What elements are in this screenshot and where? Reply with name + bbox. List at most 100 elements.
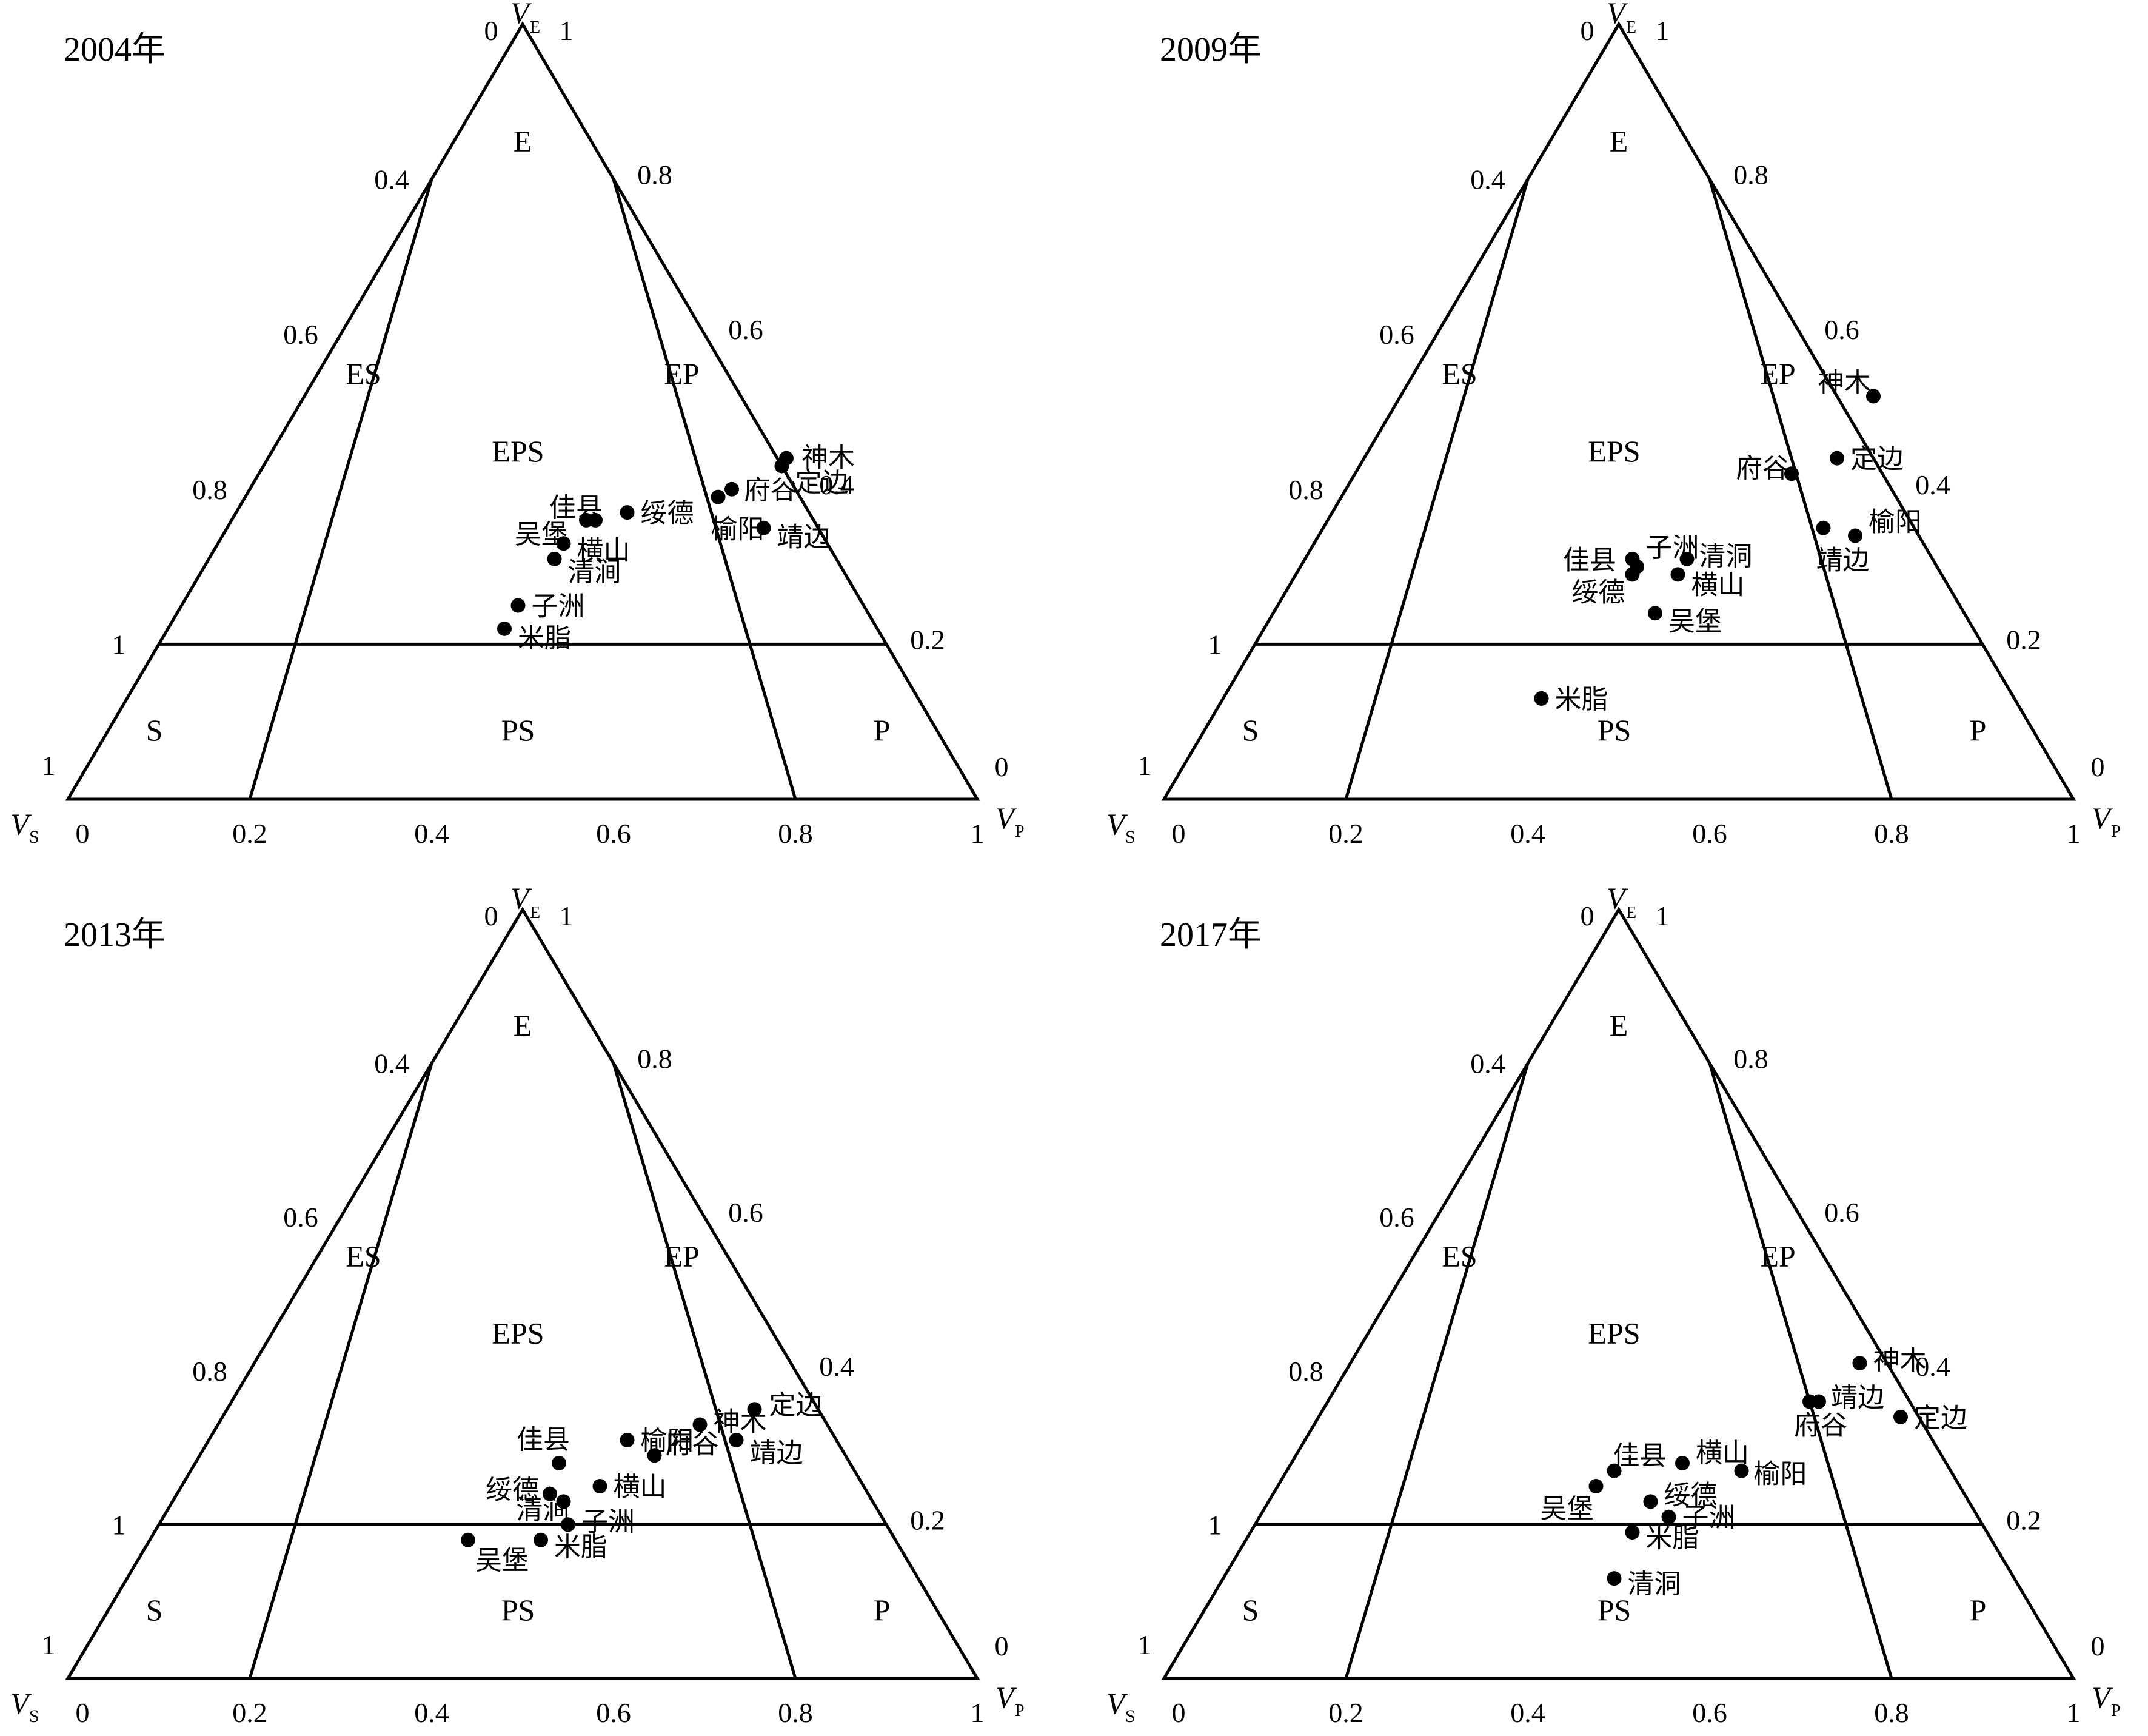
tick-bottom-4: 0.8 <box>1874 1697 1909 1728</box>
tick-bottom-2: 0.4 <box>414 818 449 849</box>
point-0 <box>1852 1356 1867 1371</box>
tick-right-2: 0.6 <box>728 314 763 345</box>
tick-left-3: 0.8 <box>192 1356 227 1387</box>
tick-bottom-0: 0 <box>76 818 90 849</box>
tick-left-4: 1 <box>112 629 126 660</box>
axis-label-vp: V <box>995 1680 1017 1714</box>
point-label-3: 定边 <box>1914 1403 1967 1433</box>
point-label-9: 绥德 <box>1572 577 1625 607</box>
point-10 <box>1625 1525 1640 1540</box>
point-label-8: 佳县 <box>1563 546 1616 575</box>
axis-label-vs-sub: S <box>1125 1706 1136 1726</box>
point-label-0: 神木 <box>1873 1346 1927 1375</box>
axis-label-vp-sub: P <box>2111 1701 2121 1720</box>
point-label-11: 吴堡 <box>475 1546 529 1575</box>
axis-label-vp: V <box>2092 801 2113 835</box>
point-label-1: 定边 <box>795 468 849 497</box>
tick-left-1: 0.4 <box>1470 1048 1505 1079</box>
point-label-6: 佳县 <box>1613 1441 1667 1471</box>
triangle-outline <box>1161 907 2076 1680</box>
boundary-vp-0.8 <box>1708 1062 1893 1680</box>
tick-left-2: 0.6 <box>1379 1202 1414 1233</box>
point-label-5: 佳县 <box>517 1425 570 1455</box>
tick-right-1: 0.8 <box>637 1044 672 1074</box>
region-label-e: E <box>1610 124 1628 158</box>
region-label-s: S <box>1242 1593 1259 1627</box>
chart-title: 2013年 <box>64 916 166 954</box>
axis-label-ve-sub: E <box>530 903 540 922</box>
point-1 <box>774 458 789 474</box>
point-11 <box>1607 1571 1622 1586</box>
point-2 <box>692 1417 708 1432</box>
point-8 <box>556 1494 571 1509</box>
tick-bottom-3: 0.6 <box>1692 1697 1727 1728</box>
tick-bottom-1: 0.2 <box>232 1697 267 1728</box>
tick-bottom-4: 0.8 <box>1874 818 1909 849</box>
point-6 <box>1670 567 1685 582</box>
tick-left-apex: 0 <box>484 900 498 931</box>
point-5 <box>756 520 771 535</box>
region-label-p: P <box>874 1593 891 1627</box>
region-label-p: P <box>874 713 891 747</box>
region-label-eps: EPS <box>492 1316 544 1350</box>
axis-label-ve-sub: E <box>1626 903 1636 922</box>
point-label-7: 子洲 <box>1646 533 1699 563</box>
point-7 <box>1588 1479 1604 1493</box>
region-label-es: ES <box>1442 1239 1477 1273</box>
point-5 <box>1734 1463 1749 1478</box>
point-label-2: 府谷 <box>1736 454 1789 483</box>
tick-right-3: 0.4 <box>819 469 854 500</box>
point-label-10: 米脂 <box>554 1532 607 1562</box>
region-label-ep: EP <box>664 357 699 390</box>
region-label-p: P <box>1970 713 1987 747</box>
tick-right-apex: 1 <box>1656 15 1670 46</box>
tick-right-2: 0.6 <box>1824 1197 1859 1228</box>
tick-right-base: 0 <box>995 751 1009 782</box>
point-9 <box>547 551 562 566</box>
region-label-ep: EP <box>1760 1239 1795 1273</box>
point-label-10: 子洲 <box>532 592 585 622</box>
point-label-6: 佳县 <box>549 493 603 523</box>
region-label-es: ES <box>346 1239 381 1273</box>
tick-bottom-3: 0.6 <box>596 1697 631 1728</box>
point-label-3: 府谷 <box>666 1429 719 1459</box>
axis-label-ve: V <box>510 881 532 915</box>
region-label-s: S <box>146 713 163 747</box>
point-3 <box>1848 528 1862 543</box>
tick-right-4: 0.2 <box>2006 1504 2041 1535</box>
tick-right-base: 0 <box>2091 1630 2105 1661</box>
tick-right-apex: 1 <box>560 15 574 46</box>
point-6 <box>592 1479 607 1493</box>
tick-bottom-0: 0 <box>1172 818 1186 849</box>
chart-title: 2004年 <box>64 31 166 69</box>
tick-bottom-5: 1 <box>2067 818 2081 849</box>
boundary-vp-0.8 <box>612 1062 797 1680</box>
point-8 <box>556 536 571 551</box>
boundary-vs-0.2 <box>1344 1062 1530 1680</box>
point-label-5: 靖边 <box>777 523 831 552</box>
tick-bottom-1: 0.2 <box>232 818 267 849</box>
point-3 <box>711 489 726 504</box>
triangle-outline <box>1161 21 2076 801</box>
point-label-2: 府谷 <box>1794 1411 1847 1441</box>
tick-right-2: 0.6 <box>728 1197 763 1228</box>
point-label-2: 府谷 <box>744 475 797 505</box>
region-label-eps: EPS <box>1588 434 1640 468</box>
triangle-outline <box>65 21 980 801</box>
region-label-eps: EPS <box>1588 1316 1640 1350</box>
point-label-7: 吴堡 <box>1541 1494 1594 1524</box>
point-label-9: 子洲 <box>1682 1503 1736 1533</box>
axis-label-vs: V <box>10 1686 32 1720</box>
chart-title: 2017年 <box>1160 916 1262 954</box>
tick-right-4: 0.2 <box>910 624 945 655</box>
tick-bottom-1: 0.2 <box>1328 818 1363 849</box>
tick-right-1: 0.8 <box>1733 1044 1768 1074</box>
region-label-e: E <box>514 124 532 158</box>
tick-right-apex: 1 <box>560 900 574 931</box>
tick-bottom-3: 0.6 <box>596 818 631 849</box>
point-label-8: 清涧 <box>517 1495 570 1524</box>
point-11 <box>1534 691 1549 706</box>
region-label-e: E <box>514 1008 532 1042</box>
tick-left-apex: 0 <box>1581 900 1594 931</box>
